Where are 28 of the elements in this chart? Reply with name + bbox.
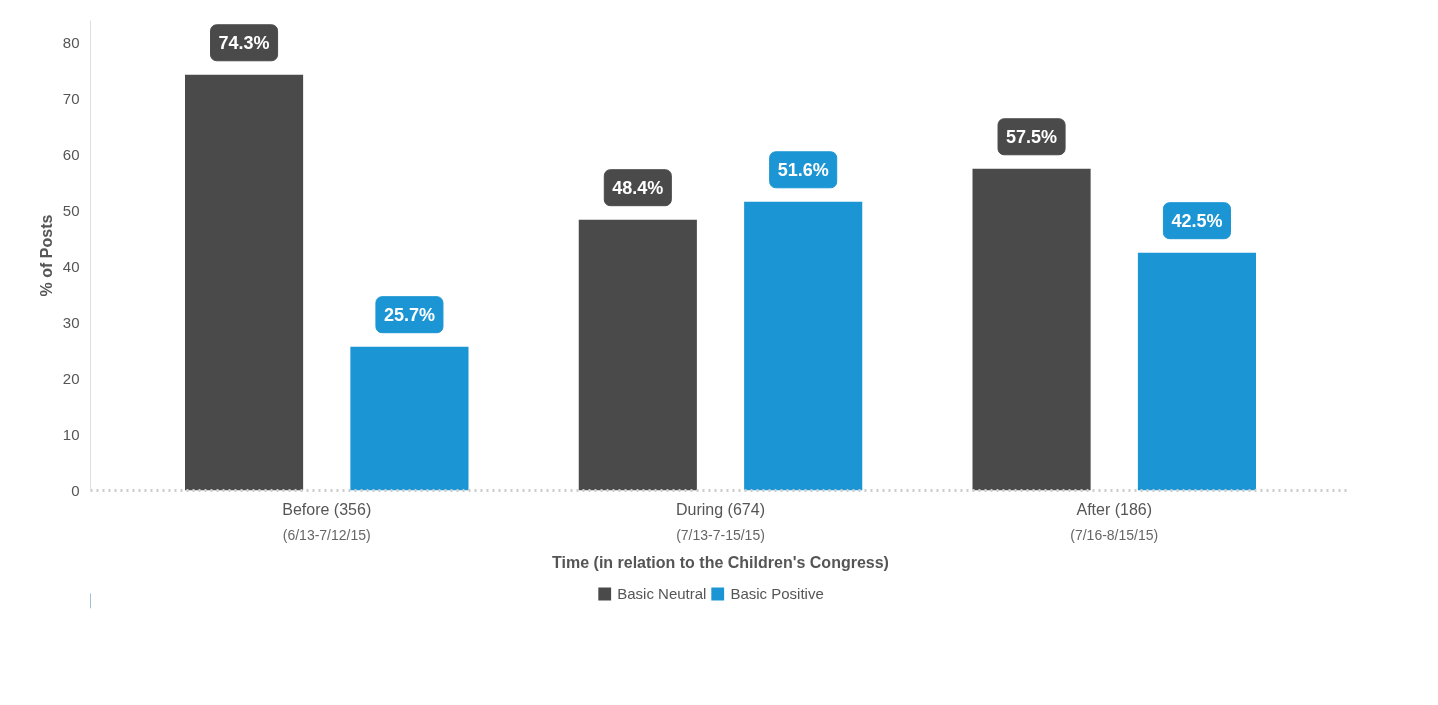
bar — [350, 346, 469, 491]
data-label: 42.5% — [1171, 210, 1223, 231]
y-tick-label: 50 — [62, 201, 80, 219]
data-label: 74.3% — [218, 32, 270, 53]
y-tick-label: 0 — [71, 481, 80, 499]
legend-label: Basic Positive — [730, 584, 824, 602]
y-tick-label: 80 — [62, 33, 80, 51]
bar — [578, 219, 697, 491]
y-tick-label: 10 — [62, 425, 80, 443]
bar — [1137, 252, 1256, 491]
legend-label: Basic Neutral — [617, 584, 707, 602]
category-label: After (186) (7/16-8/15/15) — [1070, 500, 1159, 543]
x-axis-title: Time (in relation to the Children's Congress) — [552, 553, 889, 571]
y-tick-label: 20 — [62, 369, 80, 387]
bar — [744, 201, 863, 491]
y-tick-label: 30 — [62, 313, 80, 331]
data-label: 57.5% — [1006, 126, 1058, 147]
category-label: During (674) (7/13-7-15/15) — [676, 500, 765, 543]
data-label: 48.4% — [612, 177, 664, 198]
bar — [972, 168, 1091, 491]
category-label: Before (356) (6/13-7/12/15) — [282, 500, 372, 543]
y-tick-label: 60 — [62, 145, 80, 163]
y-tick-label: 40 — [62, 257, 80, 275]
bar — [185, 74, 304, 491]
data-label: 51.6% — [777, 159, 829, 180]
y-axis-title: % of Posts — [37, 214, 55, 297]
data-label: 25.7% — [383, 304, 435, 325]
y-tick-label: 70 — [62, 89, 80, 107]
